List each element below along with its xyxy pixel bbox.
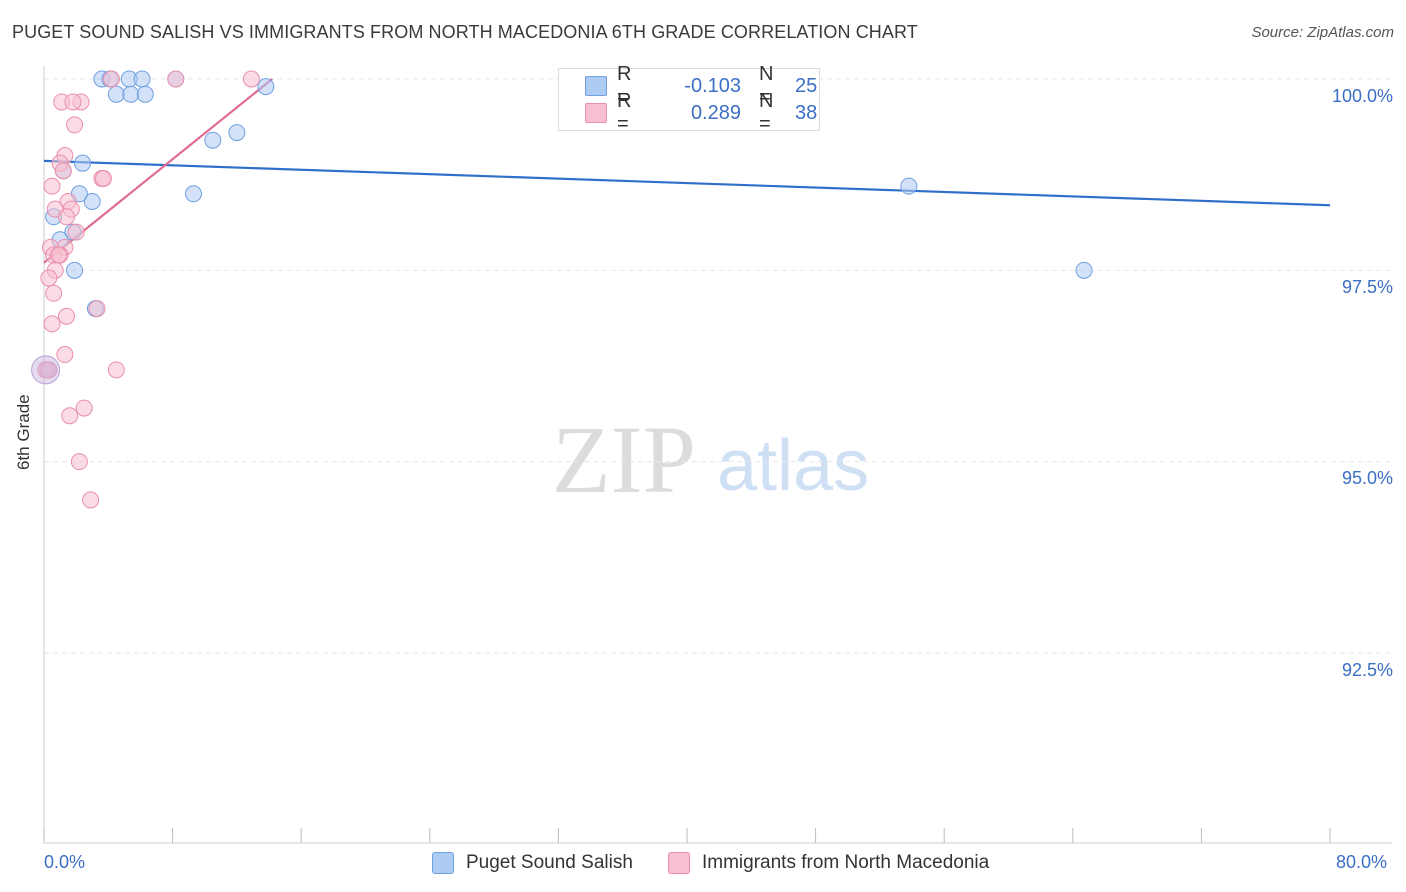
point-macedonia <box>45 284 63 302</box>
point-puget <box>228 124 246 142</box>
point-macedonia <box>167 70 185 88</box>
axes <box>43 66 1392 844</box>
point-macedonia <box>94 169 112 187</box>
point-macedonia <box>40 269 58 287</box>
point-macedonia <box>56 346 74 364</box>
point-macedonia <box>61 407 79 425</box>
legend-swatch-blue <box>585 76 607 96</box>
y-tick-label: 92.5% <box>1341 660 1393 680</box>
point-cluster <box>31 355 61 385</box>
legend-label-macedonia: Immigrants from North Macedonia <box>702 852 990 873</box>
point-puget <box>136 85 154 103</box>
legend-r-value: -0.103 <box>684 74 741 97</box>
legend-item-puget[interactable]: Puget Sound Salish <box>432 852 633 874</box>
chart-title: PUGET SOUND SALISH VS IMMIGRANTS FROM NO… <box>12 22 918 42</box>
point-macedonia <box>82 491 100 509</box>
point-puget <box>122 85 140 103</box>
point-puget <box>74 154 92 172</box>
point-macedonia <box>49 246 67 264</box>
watermark: ZIP atlas <box>552 406 869 513</box>
point-macedonia <box>43 315 61 333</box>
x-tick-label-max: 80.0% <box>1336 852 1388 872</box>
point-puget <box>184 185 202 203</box>
point-puget <box>66 261 84 279</box>
point-macedonia <box>103 70 121 88</box>
point-macedonia <box>58 208 76 226</box>
legend-n-label: N = <box>759 63 774 108</box>
legend-swatch-blue <box>432 852 454 874</box>
y-tick-label: 97.5% <box>1341 277 1393 297</box>
legend-n-label: N = <box>759 90 774 135</box>
point-macedonia <box>67 223 85 241</box>
legend-swatch-pink <box>668 852 690 874</box>
watermark-zip: ZIP <box>552 406 696 513</box>
point-puget <box>107 85 125 103</box>
y-tick-label: 95.0% <box>1341 468 1393 488</box>
point-macedonia <box>107 361 125 379</box>
y-tick-label: 100.0% <box>1331 86 1393 106</box>
watermark-atlas: atlas <box>717 426 869 506</box>
legend-item-macedonia[interactable]: Immigrants from North Macedonia <box>668 852 989 874</box>
point-puget <box>133 70 151 88</box>
point-macedonia <box>75 399 93 417</box>
legend-r-label: R = <box>617 90 632 135</box>
legend-r-label: R = <box>617 63 632 108</box>
point-macedonia <box>54 162 72 180</box>
point-macedonia <box>58 307 76 325</box>
legend-n-value: 38 <box>795 101 818 124</box>
legend-r-value: 0.289 <box>690 101 741 124</box>
source-label: Source: ZipAtlas.com <box>1251 24 1394 41</box>
gridlines <box>44 78 1392 654</box>
point-puget <box>83 192 101 210</box>
series-legend: Puget Sound Salish Immigrants from North… <box>0 852 1406 878</box>
point-puget <box>257 78 275 96</box>
legend-swatch-pink <box>585 103 607 123</box>
point-puget <box>204 131 222 149</box>
point-macedonia <box>43 177 61 195</box>
trend-line-puget <box>43 159 1331 207</box>
y-axis-label: 6th Grade <box>14 394 33 470</box>
point-macedonia <box>64 93 82 111</box>
point-macedonia <box>88 300 106 318</box>
point-macedonia <box>242 70 260 88</box>
legend-n-value: 25 <box>795 74 818 97</box>
legend-label-puget: Puget Sound Salish <box>466 852 633 873</box>
point-macedonia <box>70 453 88 471</box>
point-puget <box>900 177 918 195</box>
point-macedonia <box>66 116 84 134</box>
point-puget <box>1075 261 1093 279</box>
data-points <box>31 70 1093 509</box>
x-tick-label-min: 0.0% <box>44 852 86 872</box>
correlation-legend: R = -0.103 N = 25 R = 0.289 N = 38 <box>558 63 820 135</box>
